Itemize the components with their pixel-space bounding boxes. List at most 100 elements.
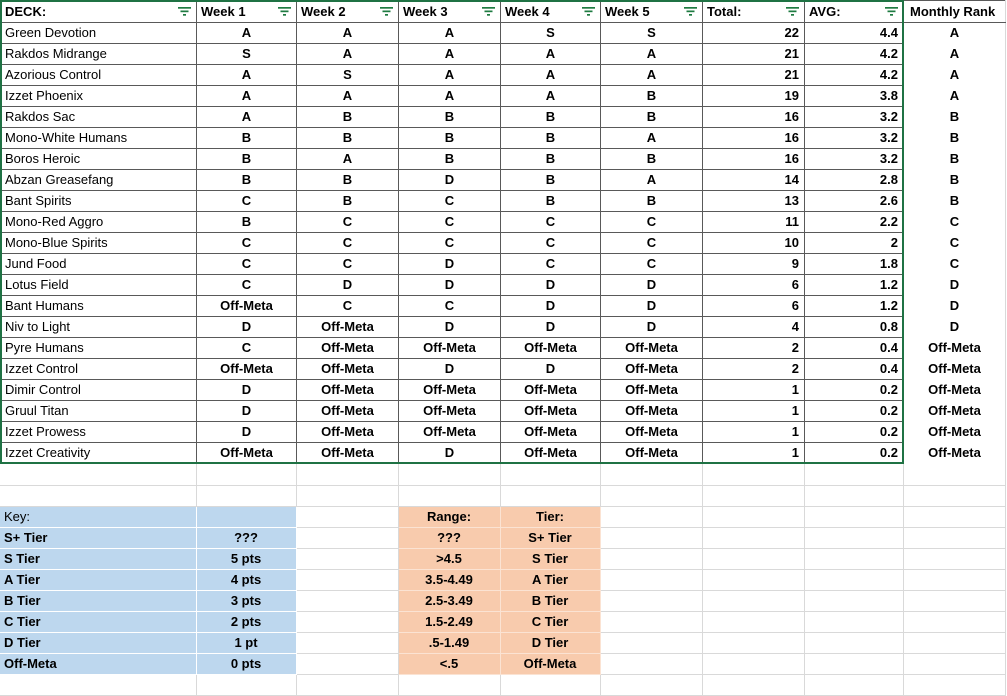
empty-cell[interactable] [500, 464, 601, 486]
range-tier-cell[interactable]: S Tier [500, 548, 601, 570]
week-tier-cell[interactable]: B [296, 190, 399, 212]
week-tier-cell[interactable]: B [196, 127, 297, 149]
week-tier-cell[interactable]: D [600, 274, 703, 296]
week-tier-cell[interactable]: D [500, 316, 601, 338]
week-tier-cell[interactable]: B [296, 127, 399, 149]
empty-cell[interactable] [196, 674, 297, 696]
week-tier-cell[interactable]: D [196, 379, 297, 401]
monthly-rank-cell[interactable]: Off-Meta [903, 400, 1006, 422]
key-tier-label-cell[interactable]: S Tier [0, 548, 197, 570]
empty-cell[interactable] [804, 653, 904, 675]
monthly-rank-cell[interactable]: A [903, 85, 1006, 107]
range-value-cell[interactable]: >4.5 [398, 548, 501, 570]
week-tier-cell[interactable]: Off-Meta [600, 400, 703, 422]
deck-name-cell[interactable]: Jund Food [0, 253, 197, 275]
monthly-rank-cell[interactable]: Off-Meta [903, 442, 1006, 464]
empty-cell[interactable] [398, 485, 501, 507]
week-tier-cell[interactable]: A [196, 64, 297, 86]
week-tier-cell[interactable]: C [600, 253, 703, 275]
deck-name-cell[interactable]: Rakdos Sac [0, 106, 197, 128]
empty-cell[interactable] [903, 506, 1006, 528]
range-value-cell[interactable]: 3.5-4.49 [398, 569, 501, 591]
deck-name-cell[interactable]: Izzet Control [0, 358, 197, 380]
column-header-week-2[interactable]: Week 2 [296, 0, 399, 23]
week-tier-cell[interactable]: B [600, 106, 703, 128]
column-header-monthly-rank[interactable]: Monthly Rank [903, 0, 1006, 23]
week-tier-cell[interactable]: A [500, 43, 601, 65]
week-tier-cell[interactable]: Off-Meta [398, 337, 501, 359]
empty-cell[interactable] [804, 632, 904, 654]
monthly-rank-cell[interactable]: B [903, 190, 1006, 212]
deck-name-cell[interactable]: Mono-Red Aggro [0, 211, 197, 233]
monthly-rank-cell[interactable]: A [903, 22, 1006, 44]
total-cell[interactable]: 19 [702, 85, 805, 107]
week-tier-cell[interactable]: D [196, 316, 297, 338]
filter-icon[interactable] [278, 6, 291, 17]
week-tier-cell[interactable]: C [500, 211, 601, 233]
week-tier-cell[interactable]: S [196, 43, 297, 65]
empty-cell[interactable] [500, 674, 601, 696]
empty-cell[interactable] [903, 527, 1006, 549]
empty-cell[interactable] [903, 569, 1006, 591]
empty-cell[interactable] [600, 632, 703, 654]
avg-cell[interactable]: 1.2 [804, 274, 904, 296]
empty-cell[interactable] [804, 590, 904, 612]
total-cell[interactable]: 4 [702, 316, 805, 338]
week-tier-cell[interactable]: A [398, 64, 501, 86]
empty-cell[interactable] [903, 632, 1006, 654]
total-cell[interactable]: 14 [702, 169, 805, 191]
key-points-cell[interactable]: 3 pts [196, 590, 297, 612]
empty-cell[interactable] [903, 590, 1006, 612]
avg-cell[interactable]: 4.2 [804, 64, 904, 86]
key-points-cell[interactable]: 0 pts [196, 653, 297, 675]
empty-cell[interactable] [903, 674, 1006, 696]
week-tier-cell[interactable]: A [398, 85, 501, 107]
week-tier-cell[interactable]: D [398, 442, 501, 464]
range-value-cell[interactable]: Range: [398, 506, 501, 528]
week-tier-cell[interactable]: B [398, 127, 501, 149]
column-header-total[interactable]: Total: [702, 0, 805, 23]
total-cell[interactable]: 21 [702, 43, 805, 65]
deck-name-cell[interactable]: Pyre Humans [0, 337, 197, 359]
monthly-rank-cell[interactable]: Off-Meta [903, 421, 1006, 443]
total-cell[interactable]: 10 [702, 232, 805, 254]
monthly-rank-cell[interactable]: B [903, 169, 1006, 191]
week-tier-cell[interactable]: C [196, 337, 297, 359]
empty-cell[interactable] [903, 548, 1006, 570]
week-tier-cell[interactable]: D [196, 421, 297, 443]
week-tier-cell[interactable]: C [500, 232, 601, 254]
week-tier-cell[interactable]: B [500, 148, 601, 170]
deck-name-cell[interactable]: Dimir Control [0, 379, 197, 401]
week-tier-cell[interactable]: Off-Meta [600, 421, 703, 443]
week-tier-cell[interactable]: Off-Meta [296, 358, 399, 380]
monthly-rank-cell[interactable]: Off-Meta [903, 358, 1006, 380]
week-tier-cell[interactable]: C [296, 253, 399, 275]
empty-cell[interactable] [398, 464, 501, 486]
empty-cell[interactable] [702, 653, 805, 675]
avg-cell[interactable]: 4.4 [804, 22, 904, 44]
week-tier-cell[interactable]: D [398, 169, 501, 191]
week-tier-cell[interactable]: A [500, 85, 601, 107]
empty-cell[interactable] [296, 590, 399, 612]
week-tier-cell[interactable]: D [398, 253, 501, 275]
avg-cell[interactable]: 0.4 [804, 337, 904, 359]
total-cell[interactable]: 1 [702, 421, 805, 443]
total-cell[interactable]: 16 [702, 148, 805, 170]
week-tier-cell[interactable]: S [600, 22, 703, 44]
empty-cell[interactable] [804, 464, 904, 486]
empty-cell[interactable] [804, 506, 904, 528]
week-tier-cell[interactable]: B [500, 169, 601, 191]
week-tier-cell[interactable]: B [500, 106, 601, 128]
avg-cell[interactable]: 1.2 [804, 295, 904, 317]
empty-cell[interactable] [600, 653, 703, 675]
week-tier-cell[interactable]: A [296, 85, 399, 107]
deck-name-cell[interactable]: Azorious Control [0, 64, 197, 86]
week-tier-cell[interactable]: B [196, 211, 297, 233]
avg-cell[interactable]: 3.2 [804, 106, 904, 128]
deck-name-cell[interactable]: Boros Heroic [0, 148, 197, 170]
column-header-week-5[interactable]: Week 5 [600, 0, 703, 23]
deck-name-cell[interactable]: Mono-White Humans [0, 127, 197, 149]
empty-cell[interactable] [500, 485, 601, 507]
total-cell[interactable]: 16 [702, 127, 805, 149]
total-cell[interactable]: 9 [702, 253, 805, 275]
